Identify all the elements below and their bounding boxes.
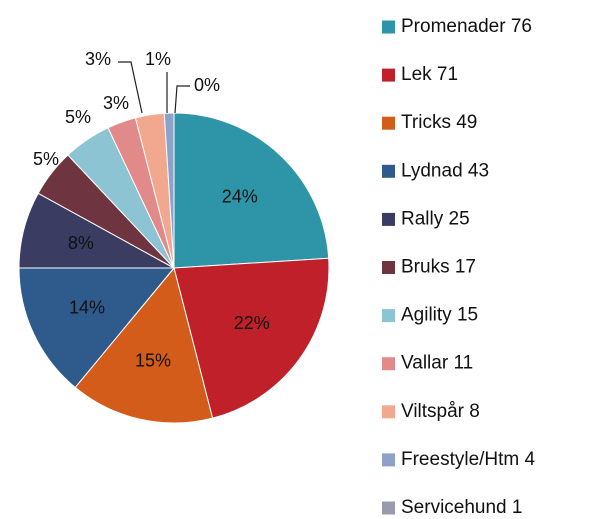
legend-swatch xyxy=(382,212,395,226)
legend-label: Agility 15 xyxy=(401,305,478,326)
data-label: 3% xyxy=(85,49,111,69)
legend-swatch xyxy=(382,164,395,178)
legend-label: Lydnad 43 xyxy=(401,160,489,181)
leader-line xyxy=(174,85,190,114)
data-label: 3% xyxy=(103,93,129,113)
data-label: 22% xyxy=(234,313,270,333)
legend-swatch xyxy=(382,357,395,371)
pie-slice xyxy=(173,112,330,269)
legend-swatch xyxy=(382,116,395,130)
pie-slice xyxy=(173,257,330,419)
data-label: 8% xyxy=(68,233,94,253)
legend-swatch xyxy=(382,68,395,82)
legend-swatch xyxy=(382,261,395,274)
data-label: 15% xyxy=(135,351,171,371)
legend-swatch xyxy=(382,405,395,419)
pie-slice xyxy=(18,267,176,389)
legend-swatch xyxy=(382,501,395,515)
data-label: 1% xyxy=(145,49,171,69)
data-label: 5% xyxy=(65,107,91,127)
legend-label: Viltspår 8 xyxy=(401,401,480,422)
data-label: 14% xyxy=(69,298,105,318)
legend-label: Promenader 76 xyxy=(401,16,532,37)
legend-label: Tricks 49 xyxy=(401,112,477,133)
legend-label: Vallar 11 xyxy=(401,353,473,374)
data-label: 0% xyxy=(194,75,220,95)
legend-label: Freestyle/Htm 4 xyxy=(401,449,536,470)
pie-slice xyxy=(74,266,214,424)
data-label: 5% xyxy=(33,149,59,169)
legend-label: Lek 71 xyxy=(401,64,458,85)
legend-swatch xyxy=(382,309,395,323)
data-label: 24% xyxy=(222,187,258,207)
legend-label: Rally 25 xyxy=(401,208,470,229)
legend-label: Bruks 17 xyxy=(401,257,476,278)
legend-swatch xyxy=(382,453,395,467)
legend-label: Servicehund 1 xyxy=(401,497,522,518)
legend-swatch xyxy=(382,20,395,34)
leader-line xyxy=(118,61,143,114)
